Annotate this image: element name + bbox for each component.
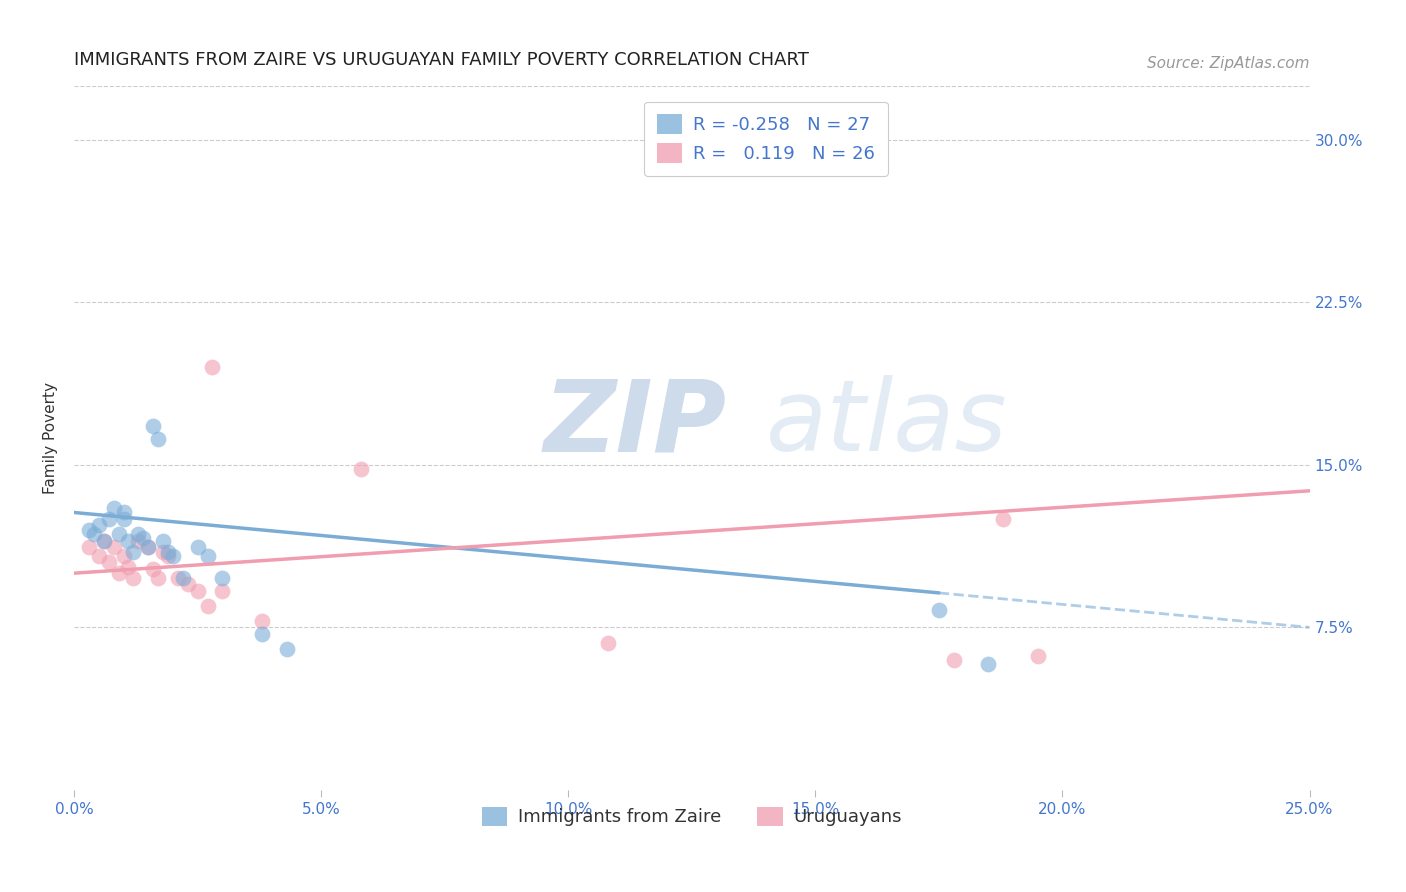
Text: IMMIGRANTS FROM ZAIRE VS URUGUAYAN FAMILY POVERTY CORRELATION CHART: IMMIGRANTS FROM ZAIRE VS URUGUAYAN FAMIL… — [75, 51, 808, 69]
Point — [187, 540, 209, 554]
Point — [146, 570, 169, 584]
Point — [97, 555, 120, 569]
Point — [112, 512, 135, 526]
Point — [187, 583, 209, 598]
Point — [177, 577, 200, 591]
Point — [991, 512, 1014, 526]
Point — [167, 570, 190, 584]
Point — [152, 544, 174, 558]
Point — [136, 540, 159, 554]
Point — [1026, 648, 1049, 663]
Text: atlas: atlas — [766, 376, 1008, 472]
Point — [250, 614, 273, 628]
Point — [107, 527, 129, 541]
Point — [146, 432, 169, 446]
Point — [197, 549, 219, 563]
Point — [87, 549, 110, 563]
Point — [122, 570, 145, 584]
Text: Source: ZipAtlas.com: Source: ZipAtlas.com — [1147, 56, 1309, 71]
Point — [211, 583, 233, 598]
Point — [596, 635, 619, 649]
Point — [977, 657, 1000, 672]
Point — [77, 523, 100, 537]
Point — [162, 549, 184, 563]
Point — [132, 532, 155, 546]
Point — [112, 506, 135, 520]
Point — [350, 462, 373, 476]
Point — [77, 540, 100, 554]
Point — [142, 418, 165, 433]
Point — [201, 360, 224, 375]
Point — [156, 544, 179, 558]
Point — [103, 540, 125, 554]
Point — [117, 533, 139, 548]
Point — [152, 533, 174, 548]
Point — [172, 570, 194, 584]
Point — [156, 549, 179, 563]
Point — [276, 642, 298, 657]
Point — [103, 501, 125, 516]
Point — [127, 527, 149, 541]
Point — [93, 533, 115, 548]
Point — [83, 527, 105, 541]
Point — [142, 562, 165, 576]
Point — [250, 627, 273, 641]
Legend: Immigrants from Zaire, Uruguayans: Immigrants from Zaire, Uruguayans — [475, 799, 910, 834]
Point — [93, 533, 115, 548]
Point — [942, 653, 965, 667]
Text: ZIP: ZIP — [544, 376, 727, 472]
Point — [211, 570, 233, 584]
Point — [112, 549, 135, 563]
Point — [197, 599, 219, 613]
Point — [97, 512, 120, 526]
Point — [122, 544, 145, 558]
Point — [928, 603, 950, 617]
Point — [107, 566, 129, 581]
Point — [117, 559, 139, 574]
Point — [136, 540, 159, 554]
Y-axis label: Family Poverty: Family Poverty — [44, 382, 58, 493]
Point — [127, 533, 149, 548]
Point — [87, 518, 110, 533]
